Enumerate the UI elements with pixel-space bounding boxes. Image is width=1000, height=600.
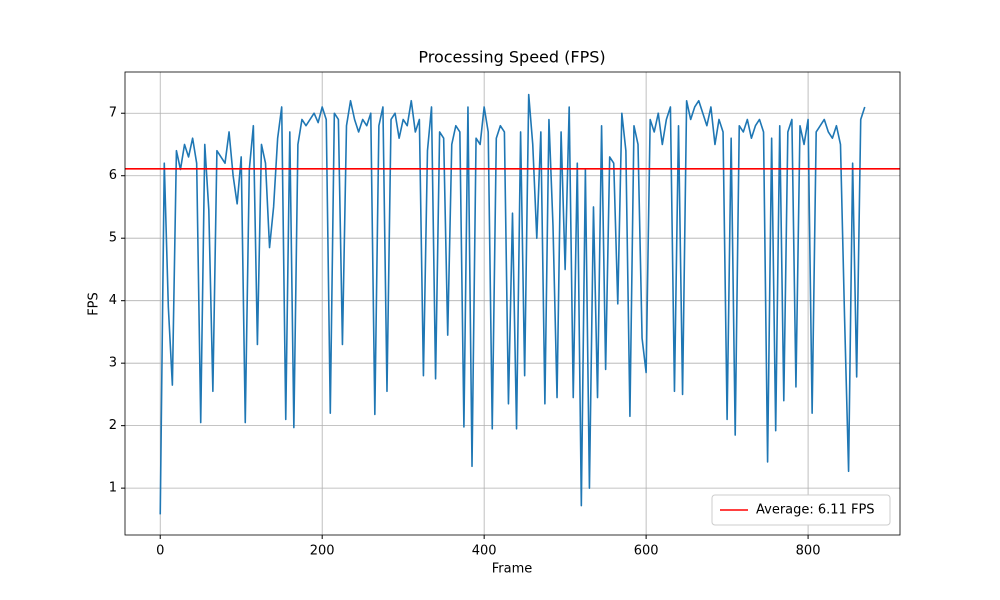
y-tick-label: 7 bbox=[109, 106, 117, 121]
x-tick-label: 0 bbox=[156, 544, 164, 559]
x-tick-label: 400 bbox=[472, 544, 497, 559]
plot-frame bbox=[124, 71, 901, 536]
chart-title: Processing Speed (FPS) bbox=[418, 48, 605, 67]
y-tick-label: 6 bbox=[109, 168, 117, 183]
y-tick-label: 4 bbox=[109, 293, 117, 308]
y-tick-label: 1 bbox=[109, 481, 117, 496]
y-tick-label: 5 bbox=[109, 231, 117, 246]
legend-box bbox=[711, 494, 891, 526]
y-axis-label: FPS bbox=[87, 292, 102, 316]
x-axis-label: Frame bbox=[492, 562, 533, 577]
data-line bbox=[159, 93, 866, 515]
x-tick-label: 600 bbox=[634, 544, 659, 559]
y-tick-label: 2 bbox=[109, 418, 117, 433]
x-tick-label: 200 bbox=[310, 544, 335, 559]
legend-label: Average: 6.11 FPS bbox=[756, 503, 875, 518]
x-tick-label: 800 bbox=[796, 544, 821, 559]
y-tick-label: 3 bbox=[109, 356, 117, 371]
